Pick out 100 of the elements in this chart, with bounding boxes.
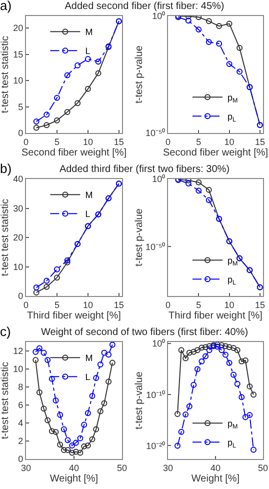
y-tick-label: 4 <box>18 418 24 428</box>
point <box>182 411 189 418</box>
y-tick-label: 15 <box>13 49 24 60</box>
point <box>206 347 212 354</box>
y-axis-title: t-test test statistic <box>0 36 12 114</box>
x-axis-title: Third fiber weight [%] <box>168 310 263 322</box>
point <box>234 347 240 354</box>
x-tick-label: 40 <box>210 462 221 473</box>
point <box>64 447 71 453</box>
point <box>178 347 184 354</box>
legend-label: p$_{L}$ <box>228 438 237 450</box>
y-tick-label: 10⁰ <box>152 174 166 184</box>
point <box>36 389 42 396</box>
y-tick-label: 2 <box>18 436 24 446</box>
point <box>81 443 88 450</box>
point <box>77 435 84 442</box>
point <box>190 382 197 388</box>
point <box>230 372 237 378</box>
x-tick-label: 5 <box>196 300 202 310</box>
point <box>106 378 112 385</box>
point <box>48 376 55 382</box>
point <box>206 343 212 350</box>
point <box>52 398 59 404</box>
y-tick-label: 5 <box>18 102 24 112</box>
point <box>226 60 232 67</box>
x-axis-title: Second fiber weight [%] <box>162 147 268 158</box>
x-tick-label: 10 <box>82 300 93 310</box>
point <box>185 180 192 186</box>
point <box>236 68 243 75</box>
point <box>32 357 39 363</box>
point <box>48 428 55 434</box>
legend-label: M <box>85 190 93 200</box>
legend-label: p$_{M}$ <box>228 418 238 431</box>
point <box>250 446 256 453</box>
point <box>206 186 212 193</box>
y-tick-label: 20 <box>13 232 24 243</box>
point <box>95 70 102 76</box>
legend-label: p$_{L}$ <box>228 274 237 287</box>
text: b) <box>0 161 12 176</box>
legend-label: p$_{L}$ <box>228 112 237 124</box>
point <box>174 411 180 418</box>
point <box>101 350 108 356</box>
y-tick-label: 8 <box>18 382 24 392</box>
x-tick-label: 10 <box>224 300 234 310</box>
y-tick-label: 10⁻⁵⁰ <box>145 242 166 252</box>
point <box>106 352 112 358</box>
point <box>236 44 243 51</box>
point <box>93 426 100 432</box>
point <box>54 117 60 124</box>
point <box>194 347 200 354</box>
y-tick-label: 0 <box>18 454 24 464</box>
point <box>185 18 192 24</box>
x-tick-label: 15 <box>254 136 265 147</box>
point <box>72 448 79 455</box>
point <box>198 344 205 351</box>
point <box>54 266 60 272</box>
legend-label: L <box>85 46 90 56</box>
point <box>44 417 51 424</box>
point <box>44 122 50 128</box>
y-tick-label: 10 <box>13 364 24 374</box>
point <box>84 410 91 416</box>
point <box>246 383 253 390</box>
y-tick-label: 20 <box>13 23 24 34</box>
legend-label: L <box>85 372 90 382</box>
point <box>84 442 91 448</box>
x-tick-label: 50 <box>116 462 128 473</box>
point <box>32 348 39 355</box>
text: c) <box>0 324 11 339</box>
point <box>89 436 96 442</box>
point <box>206 197 212 204</box>
point <box>77 450 84 456</box>
point <box>242 414 248 420</box>
point <box>52 429 59 435</box>
point <box>186 403 192 410</box>
point <box>242 357 248 364</box>
point <box>230 345 237 352</box>
point <box>186 350 192 356</box>
point <box>222 343 228 350</box>
point <box>89 393 96 399</box>
point <box>196 188 202 194</box>
point <box>226 360 232 366</box>
point <box>95 58 102 65</box>
point <box>97 408 104 414</box>
y-axis-title: t-test p-value <box>134 371 145 430</box>
text: Weight of second of two fibers (first fiber: 40%) <box>40 327 250 338</box>
x-tick-label: 40 <box>68 462 80 473</box>
point <box>250 392 256 398</box>
y-tick-label: 10⁰ <box>152 11 166 22</box>
x-axis-title: Second fiber weight [%] <box>21 147 127 158</box>
x-axis-title: Third fiber weight [%] <box>27 310 122 322</box>
point <box>202 344 209 350</box>
point <box>97 362 104 368</box>
point <box>81 422 88 428</box>
point <box>64 437 71 444</box>
text: a) <box>0 0 12 13</box>
y-tick-label: 10 <box>13 76 24 86</box>
y-tick-label: 6 <box>18 400 24 410</box>
point <box>33 284 40 291</box>
point <box>64 72 70 78</box>
point <box>44 112 50 118</box>
